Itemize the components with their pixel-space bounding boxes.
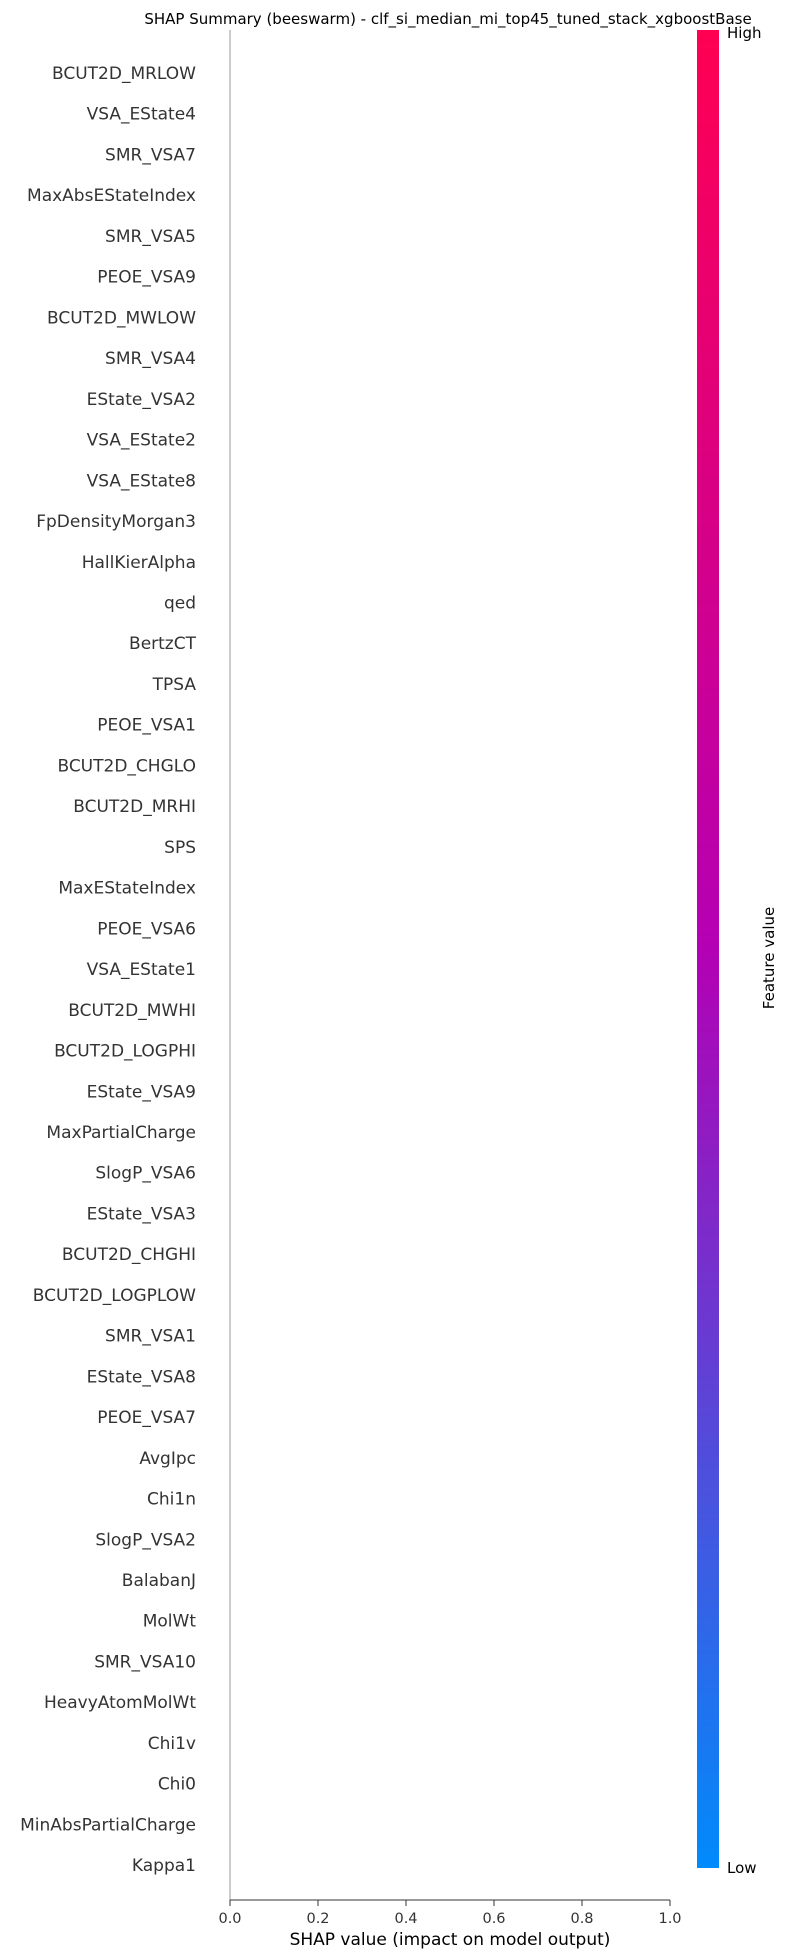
x-axis-ticks: 0.0 0.2 0.4 0.6 0.8 1.0 <box>218 1900 682 1927</box>
feature-label: EState_VSA3 <box>87 1204 196 1224</box>
chart-title: SHAP Summary (beeswarm) - clf_si_median_… <box>144 10 751 29</box>
feature-label: PEOE_VSA6 <box>97 919 196 939</box>
feature-label: TPSA <box>152 675 197 695</box>
feature-label: SMR_VSA7 <box>105 145 196 165</box>
feature-label: FpDensityMorgan3 <box>36 512 196 532</box>
feature-label: VSA_EState8 <box>87 471 196 491</box>
feature-label: VSA_EState2 <box>87 431 196 451</box>
feature-label: MaxAbsEStateIndex <box>27 186 196 206</box>
feature-label: Chi1v <box>148 1734 196 1754</box>
x-tick-label: 0.0 <box>218 1911 241 1927</box>
feature-label: BCUT2D_MRHI <box>73 797 196 817</box>
feature-label: BertzCT <box>129 634 197 654</box>
feature-label: SMR_VSA10 <box>94 1652 196 1672</box>
x-tick-label: 0.4 <box>394 1911 417 1927</box>
feature-label: PEOE_VSA7 <box>97 1408 196 1428</box>
feature-label: SPS <box>164 838 196 858</box>
feature-label: PEOE_VSA9 <box>97 268 196 288</box>
feature-label: qed <box>164 593 196 613</box>
colorbar-low-label: Low <box>727 1859 757 1877</box>
feature-label: BalabanJ <box>122 1571 196 1591</box>
colorbar <box>697 30 719 1868</box>
feature-label: VSA_EState4 <box>87 105 196 125</box>
x-tick-label: 0.6 <box>482 1911 505 1927</box>
feature-label: BCUT2D_MWLOW <box>47 308 196 328</box>
feature-label: SMR_VSA5 <box>105 227 196 247</box>
feature-label: Chi0 <box>158 1775 196 1795</box>
feature-label: SlogP_VSA2 <box>95 1530 196 1550</box>
feature-label: MaxPartialCharge <box>46 1123 196 1143</box>
feature-label: BCUT2D_MRLOW <box>52 64 196 84</box>
feature-label: VSA_EState1 <box>87 960 196 980</box>
colorbar-title: Feature value <box>760 907 778 1009</box>
feature-label: BCUT2D_LOGPLOW <box>33 1286 196 1306</box>
feature-label: PEOE_VSA1 <box>97 716 196 736</box>
feature-label: MaxEStateIndex <box>58 879 196 899</box>
feature-label: SMR_VSA1 <box>105 1327 196 1347</box>
feature-label: AvgIpc <box>139 1449 196 1469</box>
feature-label: BCUT2D_LOGPHI <box>54 1042 196 1062</box>
feature-label: HallKierAlpha <box>82 553 196 573</box>
feature-label: BCUT2D_CHGHI <box>62 1245 196 1265</box>
feature-label: Kappa1 <box>132 1856 196 1876</box>
x-tick-label: 1.0 <box>658 1911 681 1927</box>
feature-label: BCUT2D_MWHI <box>68 1001 196 1021</box>
feature-label: EState_VSA9 <box>87 1082 196 1102</box>
feature-label: Chi1n <box>147 1490 196 1510</box>
colorbar-high-label: High <box>727 24 761 42</box>
feature-label: BCUT2D_CHGLO <box>57 756 196 776</box>
feature-label: SlogP_VSA6 <box>95 1164 196 1184</box>
feature-label: EState_VSA8 <box>87 1367 196 1387</box>
feature-labels: BCUT2D_MRLOW VSA_EState4 SMR_VSA7 MaxAbsESt… <box>20 64 196 1876</box>
feature-label: MinAbsPartialCharge <box>20 1815 196 1835</box>
feature-label: EState_VSA2 <box>87 390 196 410</box>
feature-label: SMR_VSA4 <box>105 349 196 369</box>
x-tick-label: 0.8 <box>570 1911 593 1927</box>
feature-label: MolWt <box>143 1612 197 1632</box>
x-tick-label: 0.2 <box>306 1911 329 1927</box>
feature-label: HeavyAtomMolWt <box>44 1693 196 1713</box>
x-axis-label: SHAP value (impact on model output) <box>290 1930 611 1950</box>
